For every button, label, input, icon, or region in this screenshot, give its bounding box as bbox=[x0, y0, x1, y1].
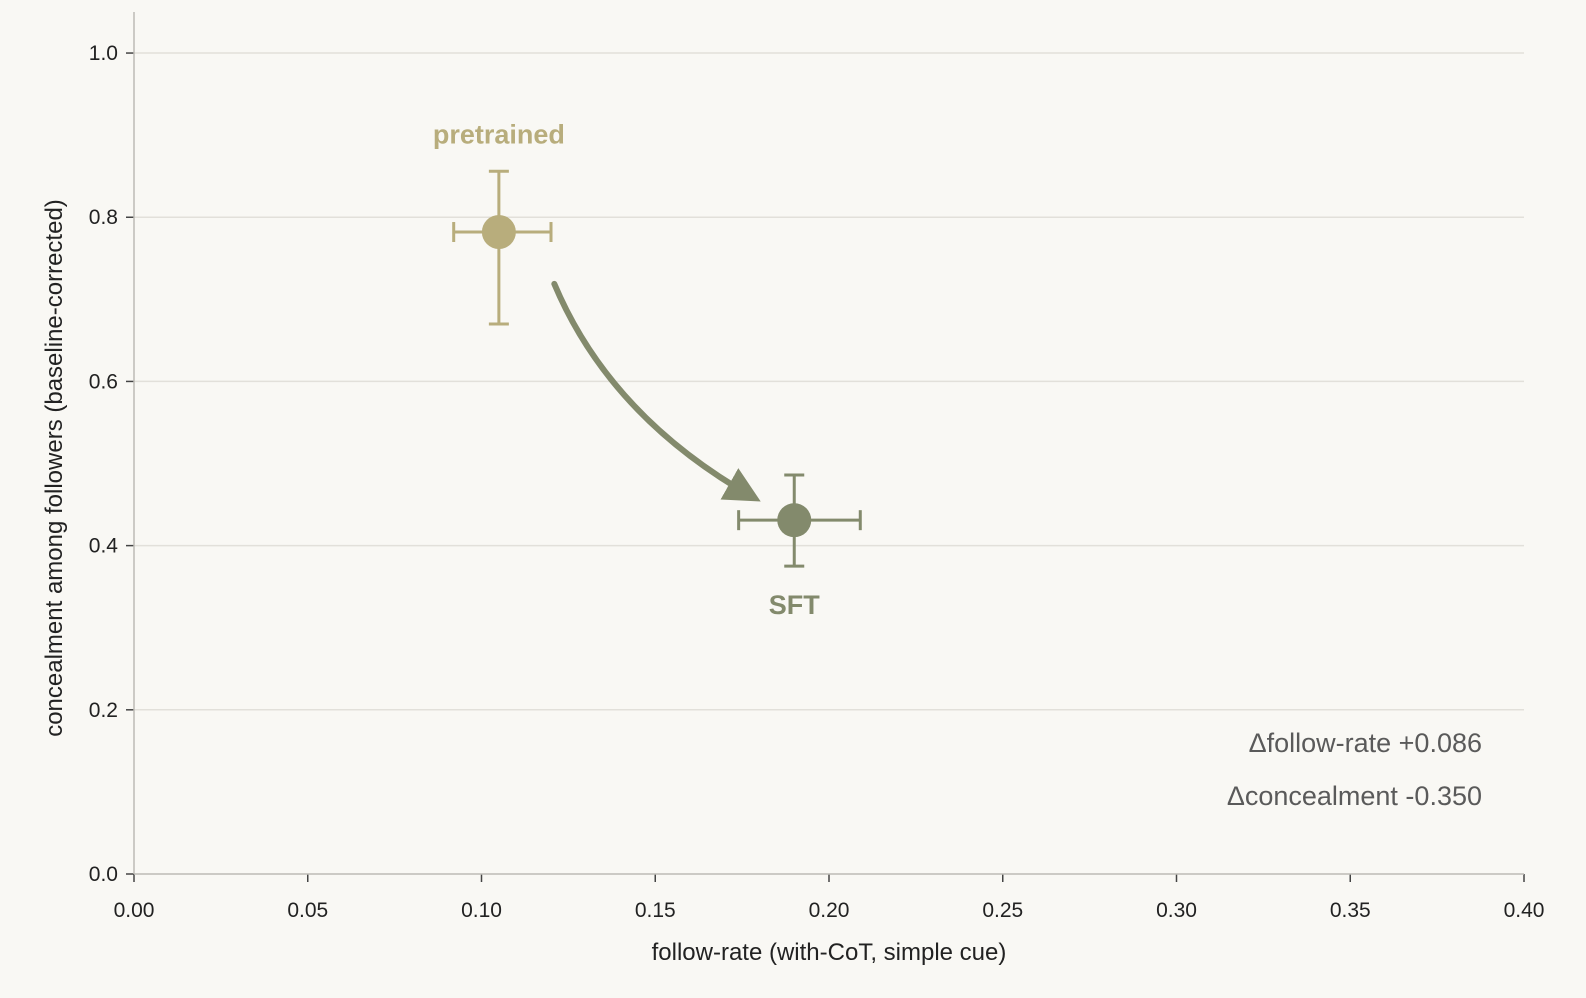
data-points: pretrained SFT bbox=[433, 119, 862, 620]
axes: 0.0 0.2 0.4 0.6 0.8 1.0 0.00 0.05 0.10 0.15 0.20 0.… bbox=[41, 12, 1544, 966]
x-tick-label: 0.05 bbox=[287, 899, 328, 922]
delta-follow-rate: Δfollow-rate +0.086 bbox=[1249, 728, 1482, 758]
delta-concealment: Δconcealment -0.350 bbox=[1227, 781, 1482, 811]
x-tick-label: 0.30 bbox=[1156, 899, 1197, 922]
y-tick-label: 0.4 bbox=[89, 535, 119, 558]
x-tick-label: 0.40 bbox=[1504, 899, 1545, 922]
point-marker bbox=[481, 215, 516, 250]
x-axis-title: follow-rate (with-CoT, simple cue) bbox=[652, 939, 1007, 966]
y-tick-label: 0.8 bbox=[89, 206, 118, 229]
y-tick-label: 0.2 bbox=[89, 699, 118, 722]
data-point-pretrained: pretrained bbox=[433, 119, 565, 326]
x-tick-label: 0.25 bbox=[982, 899, 1023, 922]
annotations: Δfollow-rate +0.086 Δconcealment -0.350 bbox=[1227, 728, 1482, 811]
point-marker bbox=[777, 503, 812, 538]
y-tick-label: 0.0 bbox=[89, 863, 118, 886]
grid-lines bbox=[134, 52, 1524, 711]
x-tick-label: 0.15 bbox=[635, 899, 676, 922]
x-tick-label: 0.35 bbox=[1330, 899, 1371, 922]
transition-arrow bbox=[551, 280, 761, 502]
y-tick-label: 0.6 bbox=[89, 370, 118, 393]
point-label: SFT bbox=[769, 590, 821, 620]
data-point-sft: SFT bbox=[737, 473, 862, 620]
y-axis-title: concealment among followers (baseline-co… bbox=[41, 199, 68, 737]
x-tick-label: 0.00 bbox=[114, 899, 155, 922]
point-label: pretrained bbox=[433, 119, 565, 149]
y-tick-label: 1.0 bbox=[89, 42, 118, 65]
x-tick-label: 0.20 bbox=[809, 899, 850, 922]
x-tick-label: 0.10 bbox=[461, 899, 502, 922]
